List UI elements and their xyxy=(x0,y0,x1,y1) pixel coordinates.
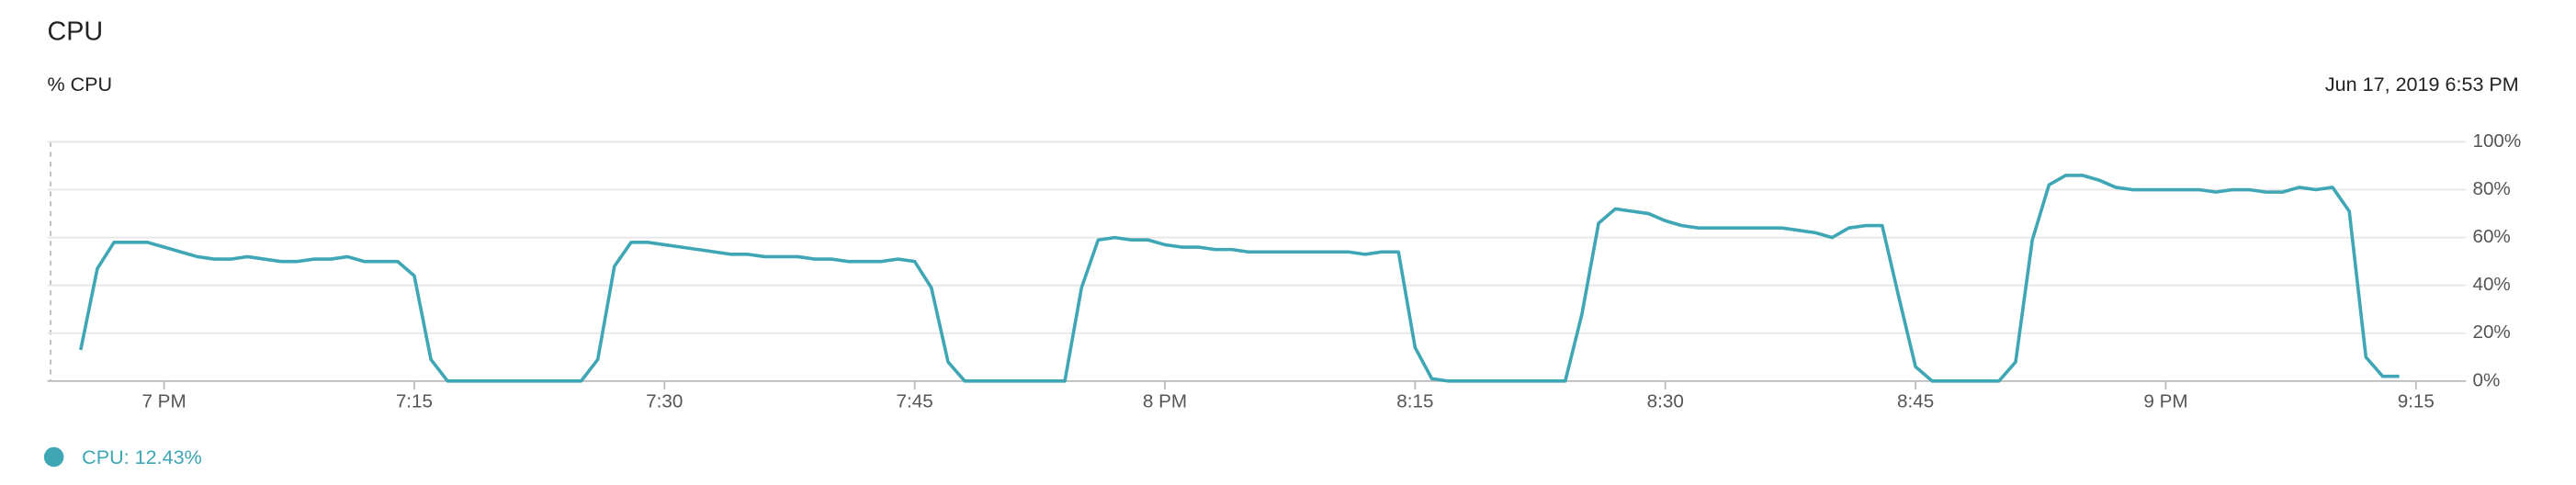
x-tick-label: 8:45 xyxy=(1897,391,1934,412)
y-tick-label: 60% xyxy=(2472,226,2510,247)
x-tick-label: 9 PM xyxy=(2143,391,2187,412)
y-tick-label: 0% xyxy=(2472,369,2500,390)
x-tick-label: 7:30 xyxy=(646,391,683,412)
chart-title: CPU xyxy=(47,17,103,47)
timestamp: Jun 17, 2019 6:53 PM xyxy=(2325,73,2519,96)
x-tick-label: 8 PM xyxy=(1143,391,1187,412)
x-tick-label: 9:15 xyxy=(2398,391,2435,412)
x-tick-label: 8:15 xyxy=(1396,391,1433,412)
x-tick-label: 8:30 xyxy=(1647,391,1684,412)
legend-swatch xyxy=(43,446,64,468)
x-tick-label: 7:15 xyxy=(396,391,433,412)
y-axis-label: % CPU xyxy=(47,73,112,96)
data-line xyxy=(79,174,2400,383)
x-tick-label: 7:45 xyxy=(897,391,933,412)
x-tick-label: 7 PM xyxy=(141,391,186,412)
y-tick-label: 40% xyxy=(2472,274,2510,295)
y-tick-label: 80% xyxy=(2472,178,2510,199)
y-tick-label: 100% xyxy=(2472,130,2521,152)
legend-label[interactable]: CPU: 12.43% xyxy=(82,446,202,468)
y-tick-label: 20% xyxy=(2472,321,2510,343)
